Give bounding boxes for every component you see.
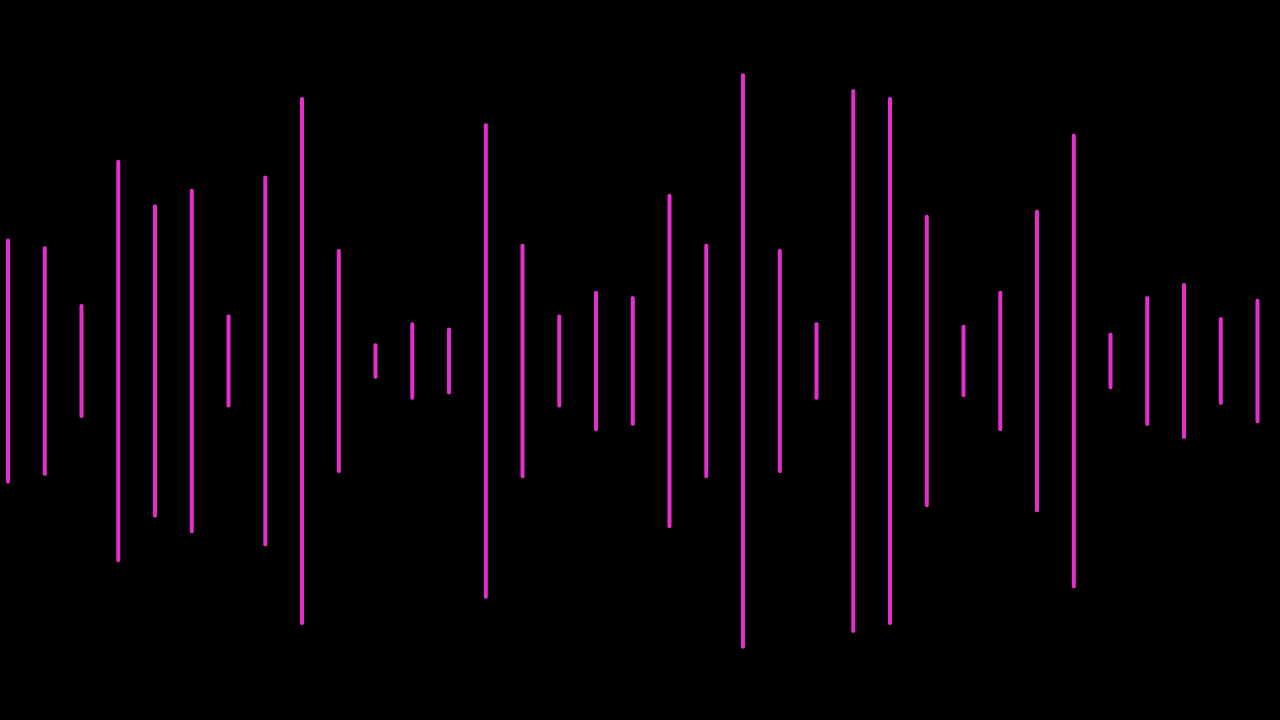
waveform	[6, 73, 1260, 649]
waveform-canvas	[6, 73, 1260, 649]
